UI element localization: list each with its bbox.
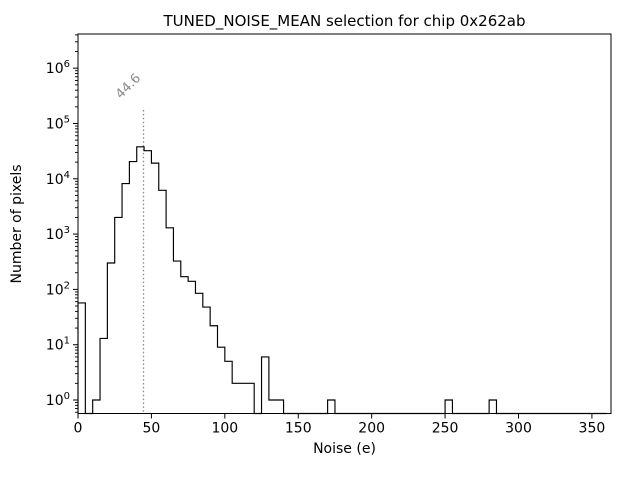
x-tick-label: 150 [285, 421, 312, 437]
y-tick-label: 103 [46, 225, 70, 243]
histogram-step-line [77, 146, 607, 415]
y-tick-label: 104 [46, 170, 70, 188]
chart-title: TUNED_NOISE_MEAN selection for chip 0x26… [163, 12, 526, 30]
y-tick-label: 105 [46, 114, 70, 132]
x-axis-title: Noise (e) [313, 441, 376, 457]
y-tick-label: 102 [46, 280, 70, 298]
x-tick-label: 100 [211, 421, 238, 437]
x-tick-label: 250 [432, 421, 459, 437]
x-tick-label: 0 [74, 421, 83, 437]
x-tick-label: 300 [505, 421, 532, 437]
plot-frame [77, 33, 612, 414]
x-tick-label: 200 [358, 421, 385, 437]
y-tick-label: 106 [46, 59, 70, 77]
y-axis-title: Number of pixels [9, 164, 25, 284]
x-tick-label: 350 [579, 421, 606, 437]
y-tick-label: 101 [46, 336, 70, 354]
y-tick-label: 100 [46, 391, 70, 409]
x-tick-label: 50 [143, 421, 161, 437]
